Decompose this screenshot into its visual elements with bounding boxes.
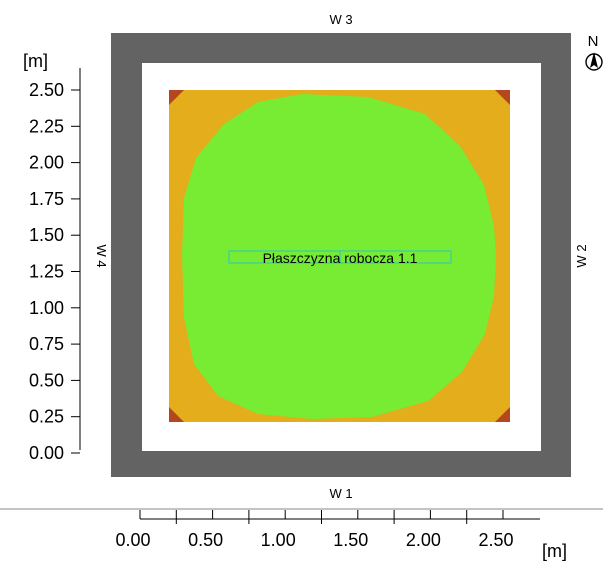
wall-label-back: W 3 [329, 12, 352, 27]
y-tick-label: 2.00 [29, 153, 64, 173]
y-tick-label: 1.25 [29, 262, 64, 282]
corner-marker-top-right [495, 90, 510, 105]
y-tick-label: 1.75 [29, 189, 64, 209]
y-tick-label: 0.00 [29, 443, 64, 463]
x-tick-label: 0.50 [188, 530, 223, 550]
corner-marker-bottom-right [495, 407, 510, 422]
illuminance-zone [182, 94, 496, 419]
x-tick-label: 2.50 [478, 530, 513, 550]
y-axis-ticks: 0.00 0.25 0.50 0.75 1.00 1.25 1.50 1.75 2.00 2.25… [29, 80, 80, 463]
y-tick-label: 2.25 [29, 116, 64, 136]
x-axis-unit: [m] [542, 541, 567, 561]
corner-marker-top-left [169, 90, 184, 105]
y-tick-label: 1.00 [29, 298, 64, 318]
y-tick-label: 2.50 [29, 80, 64, 100]
y-tick-label: 1.50 [29, 225, 64, 245]
x-tick-label: 2.00 [406, 530, 441, 550]
workplane-label: Płaszczyzna robocza 1.1 [263, 250, 418, 266]
wall-label-front: W 1 [329, 486, 352, 501]
x-tick-label: 1.00 [261, 530, 296, 550]
wall-label-left: W 4 [94, 244, 109, 267]
x-axis-ticks: 0.00 0.50 1.00 1.50 2.00 2.50 [115, 510, 514, 550]
y-axis-unit: [m] [23, 51, 48, 71]
corner-marker-bottom-left [169, 407, 184, 422]
wall-label-right: W 2 [574, 244, 589, 267]
y-tick-label: 0.75 [29, 334, 64, 354]
x-tick-label: 1.50 [333, 530, 368, 550]
north-label: N [588, 33, 599, 50]
y-tick-label: 0.25 [29, 407, 64, 427]
north-arrow-icon [585, 52, 603, 71]
x-tick-label: 0.00 [115, 530, 150, 550]
y-tick-label: 0.50 [29, 370, 64, 390]
